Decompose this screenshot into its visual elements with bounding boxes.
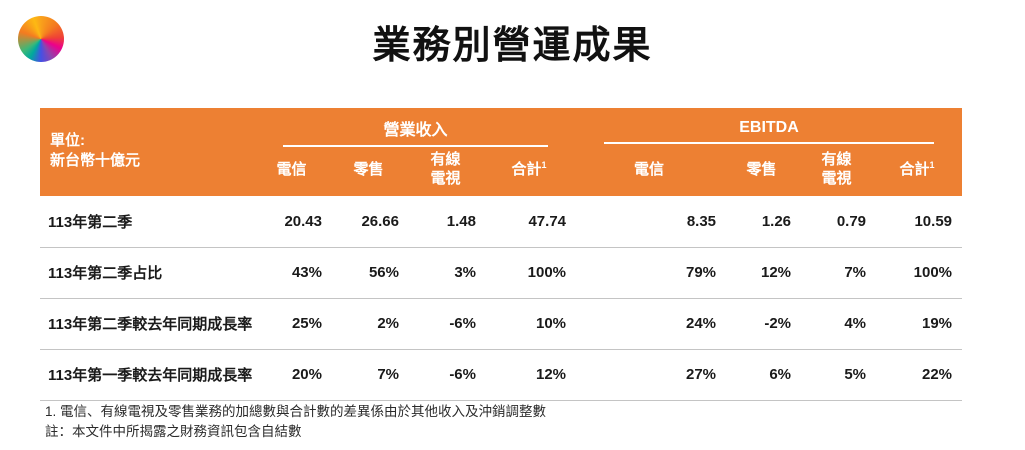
- cell-value: 6%: [726, 348, 802, 401]
- unit-header-cell: 單位: 新台幣十億元: [40, 108, 255, 196]
- footnote-1: 1. 電信、有線電視及零售業務的加總數與合計數的差異係由於其他收入及沖銷調整數: [45, 404, 547, 419]
- col-header-revenue-cabletv: 有線 電視: [409, 147, 486, 196]
- col-header-label: 有線 電視: [430, 151, 461, 187]
- cell-value: 7%: [801, 246, 877, 298]
- col-header-label: 零售: [746, 161, 777, 178]
- cell-value: 0.79: [836, 212, 867, 230]
- cell-value: 7%: [332, 348, 409, 401]
- cell-value: 2%: [332, 297, 409, 349]
- col-header-revenue-total: 合計1: [486, 147, 577, 196]
- cell-value: 20.43: [284, 212, 322, 230]
- cell-value: 100%: [876, 246, 963, 298]
- cell-value: 26.66: [361, 212, 399, 230]
- table-row-q2-share: 113年第二季占比 43% 56% 3% 100% 79% 12% 7% 100…: [40, 246, 963, 298]
- footnote-ref: 1: [929, 160, 935, 170]
- col-header-label: 電信: [276, 161, 307, 178]
- cell-value: 1.26: [761, 212, 792, 230]
- col-header-ebitda-cabletv: 有線 電視: [801, 147, 877, 196]
- cell-value: -6%: [409, 297, 486, 349]
- col-header-label: 有線 電視: [821, 151, 852, 187]
- col-header-ebitda-total: 合計1: [876, 147, 963, 196]
- table-row-q2-yoy-growth: 113年第二季較去年同期成長率 25% 2% -6% 10% 24% -2% 4…: [40, 297, 963, 349]
- cell-value: -6%: [409, 348, 486, 401]
- cell-value: 47.74: [528, 212, 567, 230]
- cell-value: 100%: [486, 246, 577, 298]
- cell-value: 5%: [801, 348, 877, 401]
- cell-value: 12%: [726, 246, 802, 298]
- cell-value: 8.35: [686, 212, 717, 230]
- cell-value: 24%: [576, 297, 727, 349]
- row-label: 113年第二季占比: [40, 246, 255, 298]
- footnotes: 1. 電信、有線電視及零售業務的加總數與合計數的差異係由於其他收入及沖銷調整數 …: [45, 402, 975, 443]
- cell-value: -2%: [726, 297, 802, 349]
- business-results-table: 單位: 新台幣十億元 營業收入 EBITDA 電信 零售 有線 電視 合計1 電…: [40, 108, 963, 401]
- group-header-ebitda: EBITDA: [576, 108, 963, 147]
- cell-value: 10.59: [914, 212, 953, 230]
- col-header-label: 合計: [899, 161, 930, 178]
- cell-value: 4%: [801, 297, 877, 349]
- col-header-label: 合計: [511, 161, 542, 178]
- footnote-note: 註：本文件中所揭露之財務資訊包含自結數: [45, 424, 302, 440]
- cell-value: 1.48: [446, 212, 476, 230]
- cell-value: 43%: [255, 246, 332, 298]
- cell-value: 27%: [576, 348, 727, 401]
- cell-value: 22%: [876, 348, 963, 401]
- col-header-label: 電信: [634, 161, 665, 178]
- footnote-ref: 1: [541, 160, 547, 170]
- cell-value: 56%: [332, 246, 409, 298]
- col-header-label: 零售: [353, 161, 384, 178]
- cell-value: 19%: [876, 297, 963, 349]
- group-label-ebitda: EBITDA: [604, 119, 935, 144]
- unit-label-line2: 新台幣十億元: [50, 152, 141, 169]
- cell-value: 10%: [486, 297, 577, 349]
- col-header-revenue-retail: 零售: [332, 147, 409, 196]
- group-label-revenue: 營業收入: [283, 116, 549, 147]
- row-label: 113年第二季: [48, 213, 133, 231]
- page-title: 業務別營運成果: [372, 25, 653, 67]
- table-row-q1-yoy-growth: 113年第一季較去年同期成長率 20% 7% -6% 12% 27% 6% 5%…: [40, 348, 963, 401]
- col-header-revenue-telecom: 電信: [255, 147, 332, 196]
- company-gem-logo: [18, 16, 64, 62]
- row-label: 113年第一季較去年同期成長率: [40, 348, 255, 401]
- cell-value: 3%: [409, 246, 486, 298]
- cell-value: 79%: [576, 246, 727, 298]
- cell-value: 20%: [255, 348, 332, 401]
- table-row-q2-values: 113年第二季 20.43 26.66 1.48 47.74 8.35 1.26…: [40, 196, 962, 247]
- group-header-revenue: 營業收入: [255, 108, 577, 147]
- col-header-ebitda-retail: 零售: [726, 147, 802, 196]
- col-header-ebitda-telecom: 電信: [576, 147, 727, 196]
- cell-value: 25%: [255, 297, 332, 349]
- unit-label-line1: 單位:: [50, 131, 85, 149]
- cell-value: 12%: [486, 348, 577, 401]
- row-label: 113年第二季較去年同期成長率: [40, 297, 255, 349]
